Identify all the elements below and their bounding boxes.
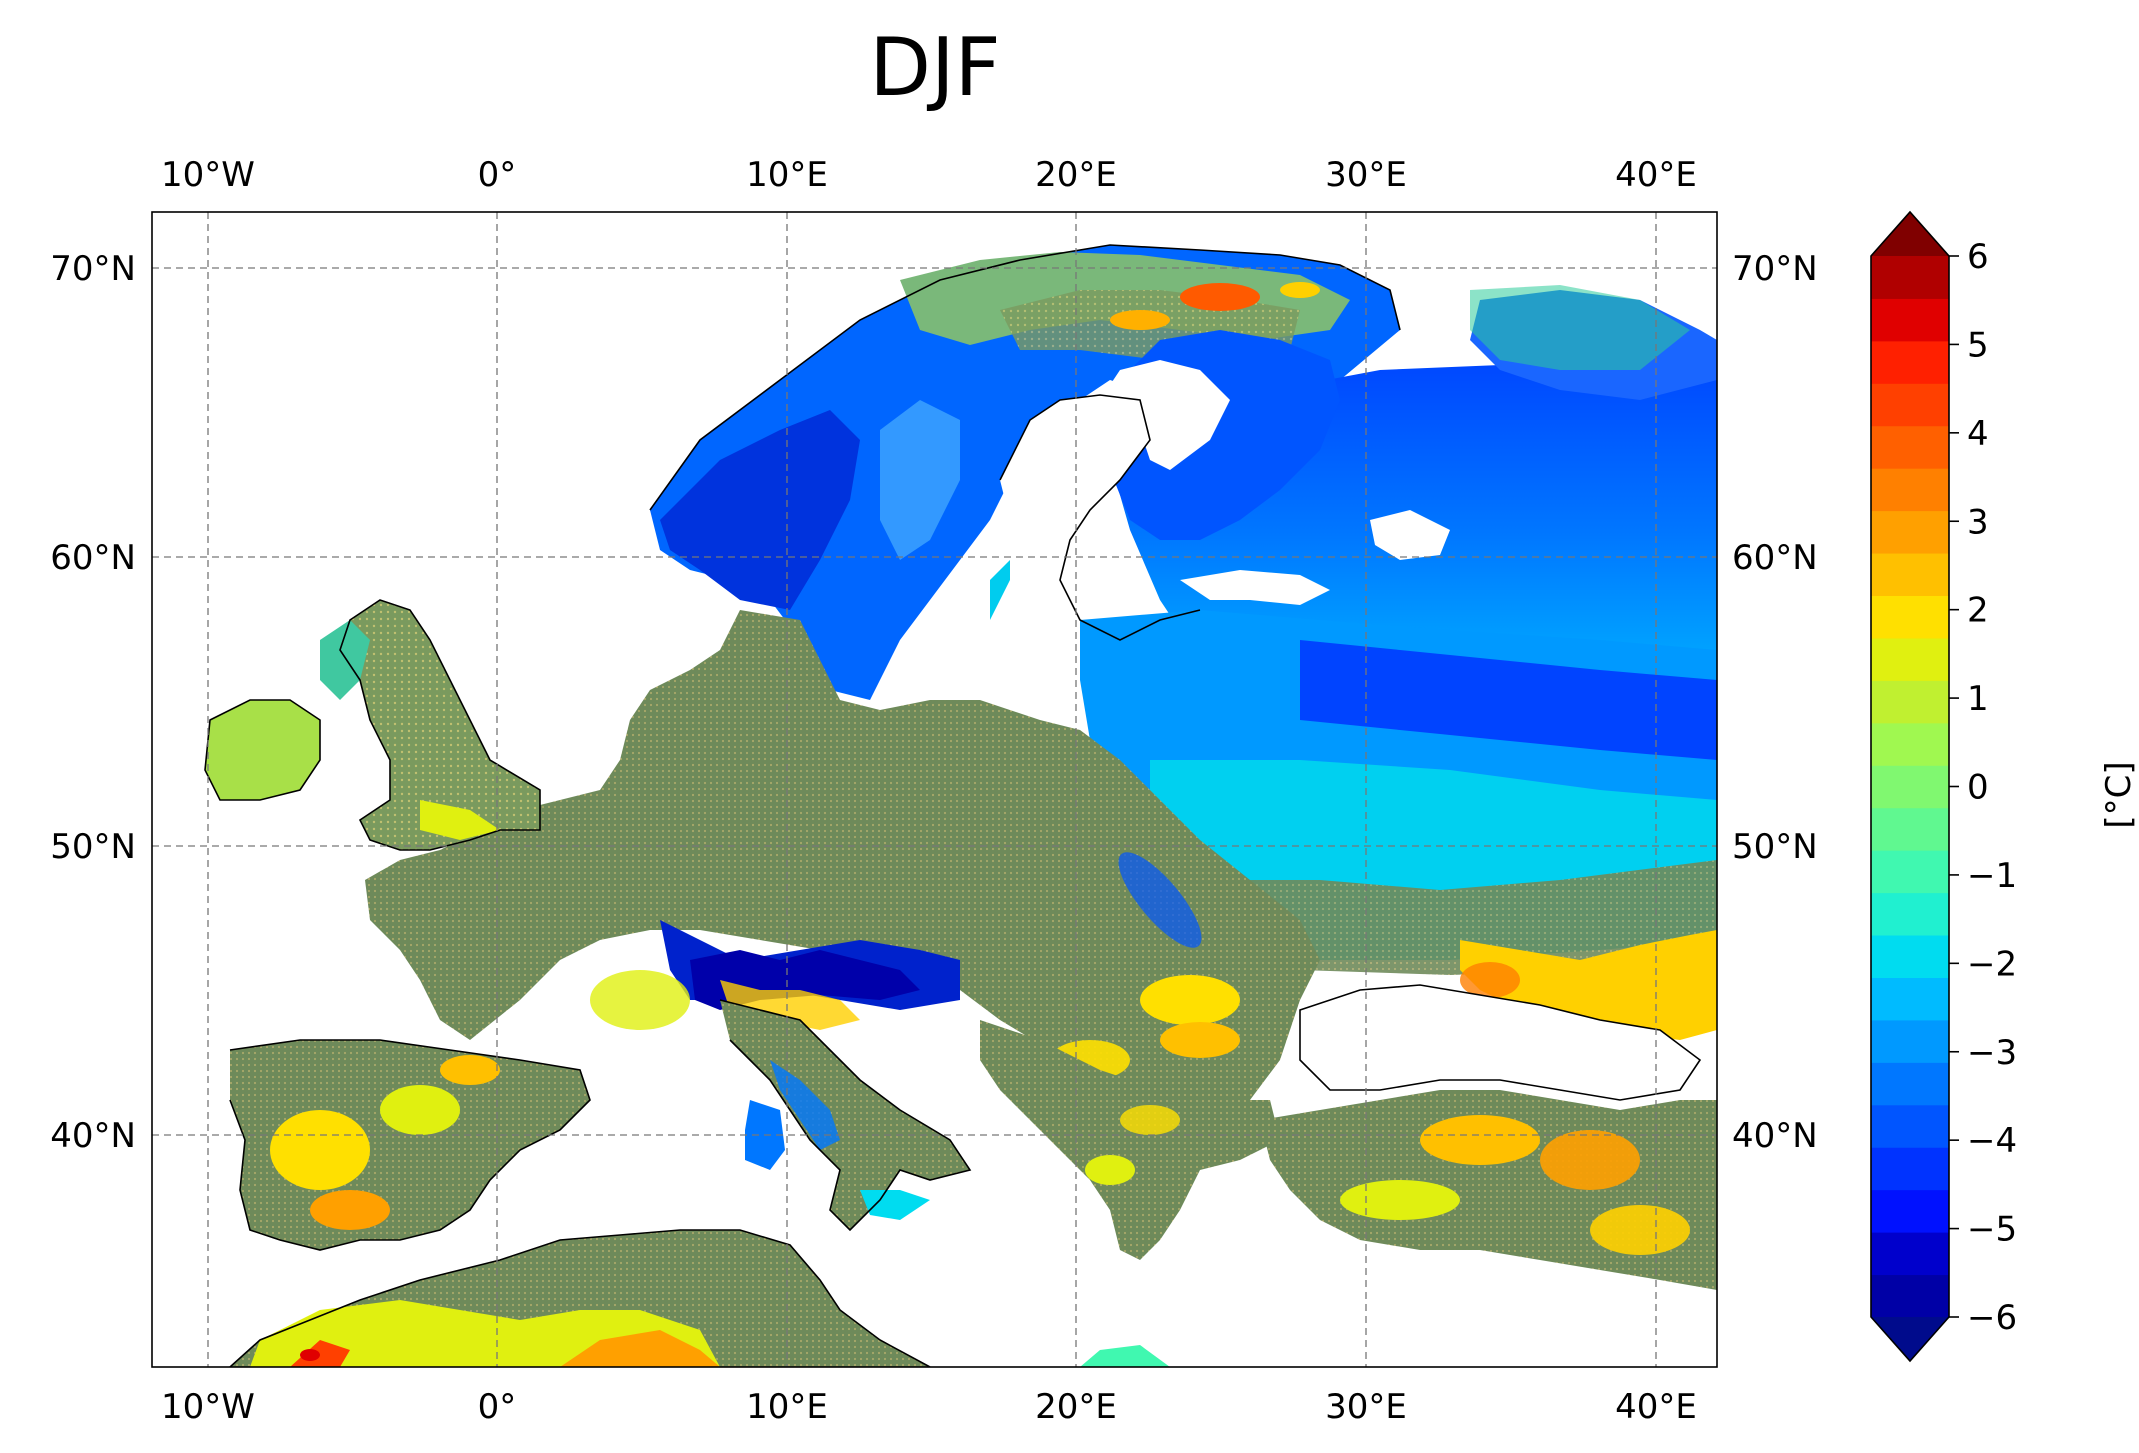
lon-tick-label-top: 20°E <box>1035 155 1117 195</box>
colorbar-tick-label: −6 <box>1967 1298 2017 1338</box>
anatolia-region <box>1260 1090 1717 1290</box>
colorbar-bin <box>1871 468 1949 512</box>
colorbar-bin <box>1871 595 1949 639</box>
colorbar-extend-max <box>1871 212 1949 256</box>
map-frame <box>151 211 1718 1368</box>
iberian-peninsula <box>230 1040 590 1250</box>
colorbar-bin <box>1871 765 1949 809</box>
lon-tick-label-bottom: 10°W <box>161 1387 255 1427</box>
colorbar-bin <box>1871 340 1949 384</box>
colorbar-bin <box>1871 977 1949 1021</box>
black-sea <box>1300 985 1700 1100</box>
colorbar-label: [°C] <box>2099 761 2139 828</box>
lon-tick-label-bottom: 40°E <box>1615 1387 1697 1427</box>
colorbar-tick-label: 0 <box>1967 768 1989 808</box>
colorbar-tick-label: −5 <box>1967 1210 2017 1250</box>
longitude-labels-top: 10°W 0° 10°E 20°E 30°E 40°E <box>161 155 1697 195</box>
lon-tick-label-top: 30°E <box>1325 155 1407 195</box>
colorbar-tick-label: 1 <box>1967 679 1989 719</box>
colorbar-bin <box>1871 383 1949 427</box>
colorbar-extend-min <box>1871 1317 1949 1361</box>
colorbar-tick-label: −4 <box>1967 1121 2017 1161</box>
colorbar-tick-label: 4 <box>1967 414 1989 454</box>
lon-tick-label-top: 10°E <box>746 155 828 195</box>
lat-tick-label-left: 50°N <box>50 827 136 867</box>
colorbar-bin <box>1871 1019 1949 1063</box>
lat-tick-label-right: 70°N <box>1732 249 1818 289</box>
lat-tick-label-right: 50°N <box>1732 827 1818 867</box>
balkan-region <box>980 1020 1280 1260</box>
latitude-labels-left: 70°N 60°N 50°N 40°N <box>50 249 136 1156</box>
colorbar-bin <box>1871 722 1949 766</box>
colorbar-bin <box>1871 1147 1949 1191</box>
colorbar-bin <box>1871 510 1949 554</box>
lat-tick-label-right: 60°N <box>1732 538 1818 578</box>
map-title: DJF <box>869 21 1000 114</box>
north-africa-region <box>230 1230 1170 1367</box>
lon-tick-label-top: 40°E <box>1615 155 1697 195</box>
lat-tick-label-left: 40°N <box>50 1116 136 1156</box>
longitude-labels-bottom: 10°W 0° 10°E 20°E 30°E 40°E <box>161 1387 1697 1427</box>
colorbar-tick-label: 2 <box>1967 591 1989 631</box>
colorbar-bin <box>1871 425 1949 469</box>
colorbar-bin <box>1871 680 1949 724</box>
colorbar-bin <box>1871 256 1949 299</box>
colorbar-tick-label: 6 <box>1967 237 1989 277</box>
coastlines <box>204 244 1702 1367</box>
gridlines <box>152 212 1717 1367</box>
colorbar-bin <box>1871 892 1949 936</box>
lat-tick-label-left: 70°N <box>50 249 136 289</box>
lon-tick-label-top: 10°W <box>161 155 255 195</box>
latitude-labels-right: 70°N 60°N 50°N 40°N <box>1732 249 1818 1156</box>
map-area <box>152 212 1717 1367</box>
colorbar-bin <box>1871 807 1949 851</box>
lat-tick-label-left: 60°N <box>50 538 136 578</box>
colorbar-tick-label: 3 <box>1967 502 1989 542</box>
colorbar-bin <box>1871 1062 1949 1106</box>
lon-tick-label-bottom: 30°E <box>1325 1387 1407 1427</box>
colorbar-bin <box>1871 637 1949 681</box>
colorbar-bin <box>1871 935 1949 978</box>
lon-tick-label-bottom: 10°E <box>746 1387 828 1427</box>
lon-tick-label-top: 0° <box>478 155 517 195</box>
colorbar-bin <box>1871 850 1949 894</box>
lon-tick-label-bottom: 20°E <box>1035 1387 1117 1427</box>
colorbar-bin <box>1871 553 1949 597</box>
colorbar-tick-label: −1 <box>1967 856 2017 896</box>
colorbar-tick-label: −3 <box>1967 1033 2017 1073</box>
colorbar-bin <box>1871 1189 1949 1233</box>
colorbar-tick-label: −2 <box>1967 944 2017 984</box>
lon-tick-label-bottom: 0° <box>478 1387 517 1427</box>
lat-tick-label-right: 40°N <box>1732 1116 1818 1156</box>
colorbar-bin <box>1871 1232 1949 1276</box>
colorbar-bin <box>1871 298 1949 342</box>
crimea-region <box>1460 930 1717 1040</box>
colorbar-tick-label: 5 <box>1967 325 1989 365</box>
colorbar: 6 5 4 3 2 1 0 −1 −2 −3 −4 −5 −6 <box>1870 210 2017 1363</box>
colorbar-bin <box>1871 1274 1949 1318</box>
colorbar-bin <box>1871 1104 1949 1148</box>
